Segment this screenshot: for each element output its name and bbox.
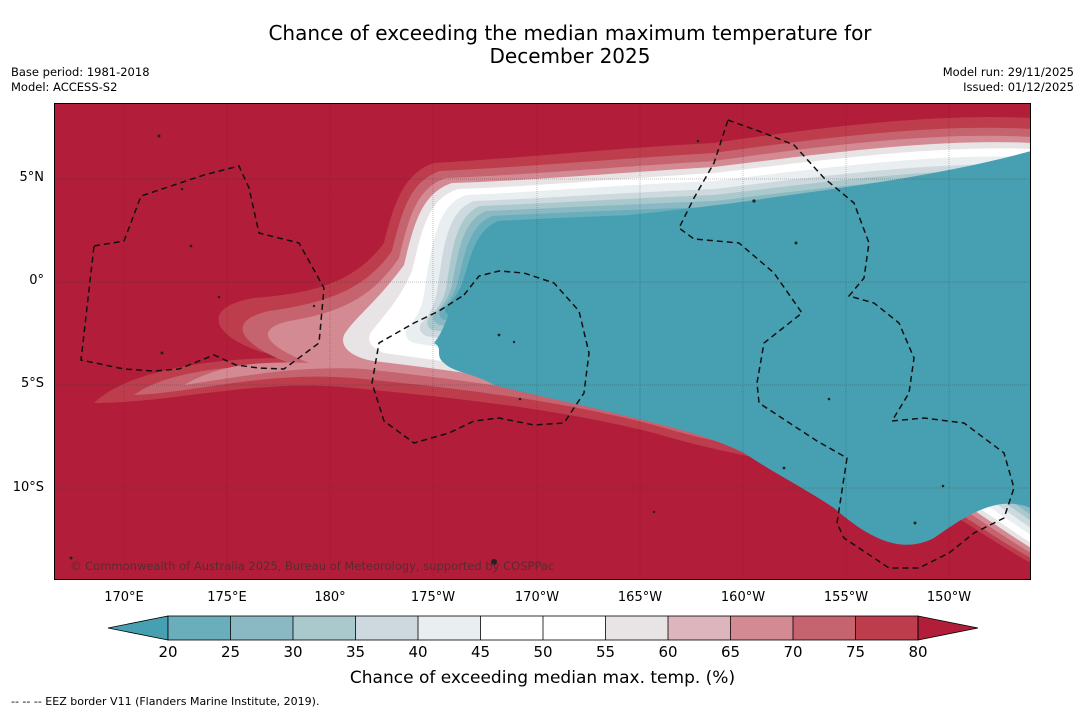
eez-border-kiribati-line bbox=[678, 119, 1015, 569]
meta-left: Base period: 1981-2018 Model: ACCESS-S2 bbox=[11, 65, 150, 95]
lon-label-150w: 150°W bbox=[926, 590, 972, 605]
colorbar-swatch-75-80 bbox=[855, 616, 918, 640]
eez-borders bbox=[80, 119, 1015, 569]
colorbar-tick-35: 35 bbox=[345, 643, 366, 661]
colorbar-swatch-40-45 bbox=[418, 616, 481, 640]
colorbar-tick-55: 55 bbox=[595, 643, 616, 661]
eez-border-kiribati-phoenix bbox=[371, 270, 590, 444]
lon-label-175e: 175°E bbox=[207, 590, 247, 605]
lon-label-180: 180° bbox=[314, 590, 346, 605]
colorbar-tick-60: 60 bbox=[658, 643, 678, 661]
lon-label-170w: 170°W bbox=[514, 590, 560, 605]
lat-label-5n: 5°N bbox=[19, 170, 45, 185]
colorbar-tick-25: 25 bbox=[220, 643, 241, 661]
eez-border-kiribati-gilbert bbox=[80, 165, 325, 372]
forecast-map bbox=[54, 103, 1031, 580]
model-run: Model run: 29/11/2025 bbox=[942, 65, 1074, 79]
lat-label-5s: 5°S bbox=[20, 376, 44, 391]
colorbar-swatch-55-60 bbox=[605, 616, 668, 640]
colorbar-tick-20: 20 bbox=[158, 643, 178, 661]
colorbar-tick-40: 40 bbox=[408, 643, 428, 661]
colorbar-tick-75: 75 bbox=[845, 643, 866, 661]
colorbar-dividers bbox=[167, 615, 919, 641]
title-line-1: Chance of exceeding the median maximum t… bbox=[268, 21, 872, 45]
lat-label-0: 0° bbox=[29, 273, 44, 288]
colorbar-high-extension bbox=[917, 615, 979, 641]
colorbar-tick-70: 70 bbox=[783, 643, 803, 661]
colorbar-swatch-35-40 bbox=[355, 616, 418, 640]
colorbar-tick-45: 45 bbox=[470, 643, 491, 661]
colorbar-swatch-70-75 bbox=[793, 616, 856, 640]
colorbar-swatch-45-50 bbox=[480, 616, 543, 640]
lon-label-165w: 165°W bbox=[617, 590, 663, 605]
issued-date: Issued: 01/12/2025 bbox=[963, 80, 1074, 94]
colorbar-swatch-50-55 bbox=[543, 616, 606, 640]
islands bbox=[69, 134, 945, 565]
title-line-2: December 2025 bbox=[489, 44, 651, 68]
colorbar-tick-50: 50 bbox=[533, 643, 553, 661]
meta-right: Model run: 29/11/2025 Issued: 01/12/2025 bbox=[943, 65, 1074, 95]
colorbar-swatch-30-35 bbox=[293, 616, 356, 640]
model-name: Model: ACCESS-S2 bbox=[11, 80, 118, 94]
colorbar-swatch-60-65 bbox=[668, 616, 731, 640]
eez-footnote: -- -- -- EEZ border V11 (Flanders Marine… bbox=[11, 695, 320, 708]
grid-lines bbox=[54, 103, 1031, 580]
base-period: Base period: 1981-2018 bbox=[11, 65, 150, 79]
contour-bands bbox=[94, 117, 1031, 564]
lon-label-175w: 175°W bbox=[410, 590, 456, 605]
lon-label-160w: 160°W bbox=[720, 590, 766, 605]
colorbar-low-extension bbox=[107, 615, 169, 641]
colorbar-label: Chance of exceeding median max. temp. (%… bbox=[349, 668, 736, 688]
colorbar-tick-80: 80 bbox=[908, 643, 928, 661]
colorbar-swatch-25-30 bbox=[230, 616, 293, 640]
copyright-notice: © Commonwealth of Australia 2025, Bureau… bbox=[70, 559, 555, 573]
colorbar-swatch-65-70 bbox=[730, 616, 793, 640]
colorbar-tick-30: 30 bbox=[283, 643, 303, 661]
colorbar bbox=[107, 615, 979, 641]
colorbar-tick-65: 65 bbox=[720, 643, 741, 661]
lat-label-10s: 10°S bbox=[12, 480, 44, 495]
lon-label-170e: 170°E bbox=[104, 590, 144, 605]
colorbar-swatch-20-25 bbox=[168, 616, 231, 640]
teal-core bbox=[434, 151, 1031, 545]
lon-label-155w: 155°W bbox=[823, 590, 869, 605]
map-title: Chance of exceeding the median maximum t… bbox=[230, 22, 910, 68]
map-frame bbox=[54, 103, 1031, 580]
